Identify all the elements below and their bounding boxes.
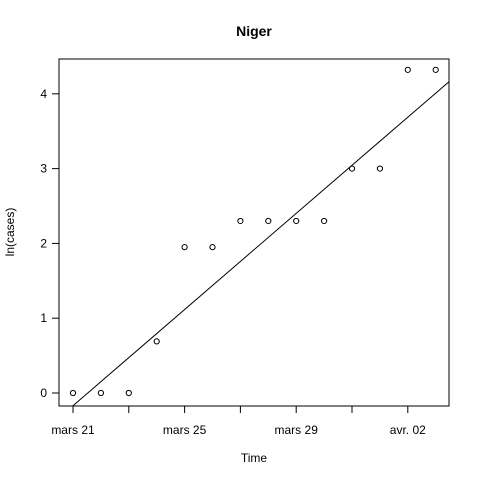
x-tick-label: mars 29 bbox=[275, 423, 319, 437]
data-point bbox=[69, 389, 77, 397]
y-tick-label: 1 bbox=[40, 311, 47, 325]
data-point bbox=[432, 66, 439, 73]
data-point bbox=[237, 217, 244, 225]
y-tick-label: 3 bbox=[40, 162, 47, 176]
data-point bbox=[404, 66, 411, 73]
y-axis-label: ln(cases) bbox=[3, 208, 17, 257]
y-axis: 0 1 2 3 4 bbox=[40, 87, 60, 400]
points-group bbox=[69, 66, 439, 397]
data-point bbox=[293, 217, 300, 225]
data-point bbox=[97, 389, 105, 397]
data-point bbox=[348, 165, 356, 172]
y-tick-label: 2 bbox=[40, 236, 47, 250]
fit-line bbox=[72, 81, 450, 407]
y-tick-label: 0 bbox=[40, 386, 47, 400]
data-point bbox=[265, 217, 272, 225]
data-point bbox=[181, 244, 188, 251]
data-point bbox=[321, 217, 328, 225]
x-tick-label: mars 21 bbox=[51, 423, 95, 437]
fit-line-group bbox=[72, 81, 450, 407]
data-point bbox=[209, 244, 216, 251]
x-tick-label: mars 25 bbox=[163, 423, 207, 437]
x-axis-label: Time bbox=[241, 451, 268, 465]
chart-title: Niger bbox=[236, 23, 272, 39]
data-point bbox=[125, 389, 132, 397]
data-point bbox=[153, 338, 160, 345]
y-tick-label: 4 bbox=[40, 87, 47, 101]
x-tick-label: avr. 02 bbox=[390, 423, 426, 437]
x-axis: mars 21 mars 25 mars 29 avr. 02 bbox=[51, 405, 436, 437]
data-point bbox=[376, 165, 383, 172]
